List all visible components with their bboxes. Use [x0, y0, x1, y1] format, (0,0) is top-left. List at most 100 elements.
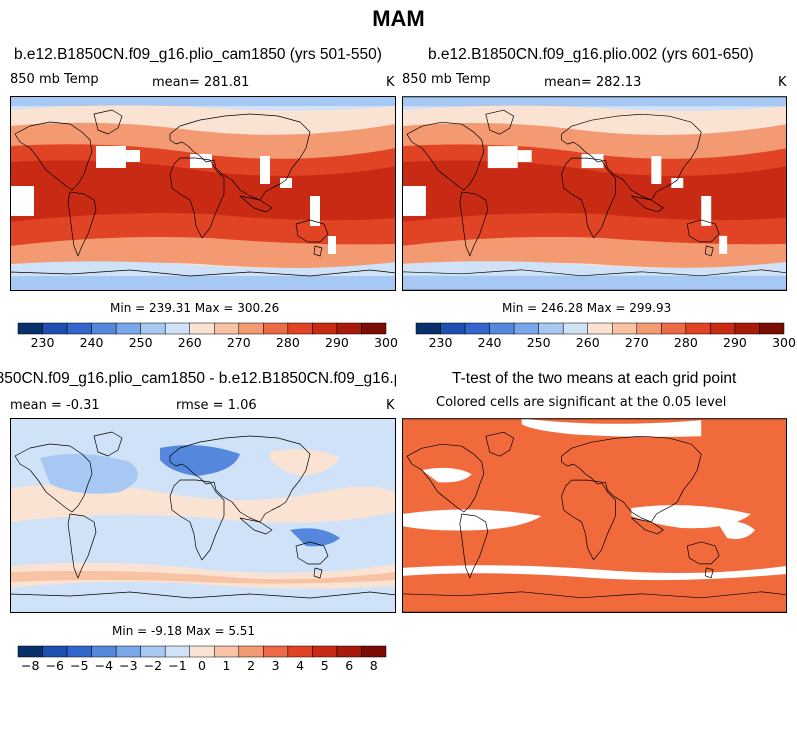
colorbar-swatch — [287, 645, 313, 658]
colorbar-tick-label: −3 — [119, 658, 137, 673]
colorbar-swatch — [361, 645, 387, 658]
panel3-mean: mean = -0.31 — [10, 398, 100, 413]
colorbar-swatch — [42, 645, 68, 658]
colorbar-tick-label: 6 — [345, 658, 353, 673]
colorbar-tick-label: 3 — [272, 658, 280, 673]
panel4-title: T-test of the two means at each grid poi… — [452, 370, 737, 387]
panel3-title: b.e12.B1850CN.f09_g16.plio_cam1850 - b.e… — [0, 370, 396, 387]
colorbar-tick-label: −5 — [70, 658, 88, 673]
colorbar-swatch — [115, 322, 141, 335]
colorbar-swatch — [66, 322, 92, 335]
colorbar-tick-label: 270 — [227, 335, 251, 350]
colorbar-tick-label: 300 — [374, 335, 398, 350]
colorbar-swatch — [238, 322, 264, 335]
colorbar-swatch — [42, 322, 68, 335]
colorbar-swatch — [263, 645, 289, 658]
colorbar-swatch — [489, 322, 515, 335]
colorbar-swatch — [612, 322, 638, 335]
panel1-map — [10, 96, 396, 291]
panel1-title: b.e12.B1850CN.f09_g16.plio_cam1850 (yrs … — [14, 46, 382, 63]
colorbar-tick-label: 250 — [527, 335, 551, 350]
panel3-colorbar: −8 −6 −5 −4 −3 −2 −1 0 1 2 3 4 5 6 8 — [17, 645, 387, 673]
colorbar-swatch — [115, 645, 141, 658]
colorbar-swatch — [214, 322, 240, 335]
colorbar-tick-label: 300 — [772, 335, 796, 350]
colorbar-tick-label: 4 — [296, 658, 304, 673]
colorbar-swatch — [587, 322, 613, 335]
colorbar-tick-label: 280 — [674, 335, 698, 350]
colorbar-swatch — [66, 645, 92, 658]
panel1-minmax: Min = 239.31 Max = 300.26 — [110, 301, 280, 315]
colorbar-swatch — [636, 322, 662, 335]
colorbar-swatch — [513, 322, 539, 335]
panel1-mean: mean= 281.81 — [152, 75, 250, 90]
colorbar-tick-label: 0 — [198, 658, 206, 673]
colorbar-swatch — [312, 645, 338, 658]
panel3-units: K — [386, 398, 395, 413]
colorbar-swatch — [214, 645, 240, 658]
panel2-title: b.e12.B1850CN.f09_g16.plio.002 (yrs 601-… — [428, 46, 754, 63]
colorbar-swatch — [734, 322, 760, 335]
colorbar-tick-label: 260 — [178, 335, 202, 350]
colorbar-tick-label: 5 — [321, 658, 329, 673]
panel3-minmax: Min = -9.18 Max = 5.51 — [112, 624, 256, 638]
colorbar-swatch — [336, 645, 362, 658]
colorbar-swatch — [538, 322, 564, 335]
panel3-rmse: rmse = 1.06 — [176, 398, 257, 413]
season-title: MAM — [372, 6, 425, 31]
colorbar-tick-label: −1 — [168, 658, 186, 673]
colorbar-swatch — [238, 645, 264, 658]
colorbar-tick-label: 240 — [478, 335, 502, 350]
panel2-colorbar: 230 240 250 260 270 280 290 300 — [415, 322, 796, 350]
colorbar-swatch — [415, 322, 441, 335]
colorbar-swatch — [91, 645, 117, 658]
colorbar-tick-label: −4 — [95, 658, 113, 673]
colorbar-tick-label: −6 — [46, 658, 64, 673]
colorbar-tick-label: 8 — [370, 658, 378, 673]
colorbar-swatch — [17, 645, 43, 658]
colorbar-swatch — [91, 322, 117, 335]
panel3-title-clip: b.e12.B1850CN.f09_g16.plio_cam1850 - b.e… — [0, 368, 396, 390]
panel2-variable: 850 mb Temp — [402, 72, 491, 87]
colorbar-swatch — [17, 322, 43, 335]
colorbar-swatch — [759, 322, 785, 335]
colorbar-swatch — [312, 322, 338, 335]
colorbar-swatch — [140, 322, 166, 335]
panel1-variable: 850 mb Temp — [10, 72, 99, 87]
colorbar-swatch — [464, 322, 490, 335]
panel2-minmax: Min = 246.28 Max = 299.93 — [502, 301, 672, 315]
colorbar-tick-label: −8 — [21, 658, 39, 673]
colorbar-tick-label: 280 — [276, 335, 300, 350]
colorbar-swatch — [189, 322, 215, 335]
panel4-subtitle: Colored cells are significant at the 0.0… — [436, 395, 727, 410]
colorbar-swatch — [440, 322, 466, 335]
colorbar-tick-label: 230 — [429, 335, 453, 350]
panel2-units: K — [778, 75, 787, 90]
colorbar-swatch — [189, 645, 215, 658]
colorbar-swatch — [661, 322, 687, 335]
colorbar-swatch — [361, 322, 387, 335]
colorbar-swatch — [685, 322, 711, 335]
colorbar-swatch — [164, 645, 190, 658]
panel2-map — [402, 96, 787, 291]
panel4-map — [402, 418, 787, 613]
colorbar-tick-label: 230 — [31, 335, 55, 350]
colorbar-swatch — [562, 322, 588, 335]
colorbar-tick-label: −2 — [144, 658, 162, 673]
colorbar-tick-label: 270 — [625, 335, 649, 350]
panel1-colorbar: 230 240 250 260 270 280 290 300 — [17, 322, 398, 350]
colorbar-swatch — [710, 322, 736, 335]
colorbar-tick-label: 260 — [576, 335, 600, 350]
colorbar-swatch — [140, 645, 166, 658]
colorbar-swatch — [164, 322, 190, 335]
colorbar-tick-label: 290 — [723, 335, 747, 350]
panel3-map — [10, 418, 396, 613]
colorbar-tick-label: 1 — [223, 658, 231, 673]
colorbar-swatch — [263, 322, 289, 335]
panel2-mean: mean= 282.13 — [544, 75, 642, 90]
colorbar-tick-label: 240 — [80, 335, 104, 350]
colorbar-swatch — [287, 322, 313, 335]
colorbar-tick-label: 250 — [129, 335, 153, 350]
colorbar-swatch — [336, 322, 362, 335]
colorbar-tick-label: 290 — [325, 335, 349, 350]
